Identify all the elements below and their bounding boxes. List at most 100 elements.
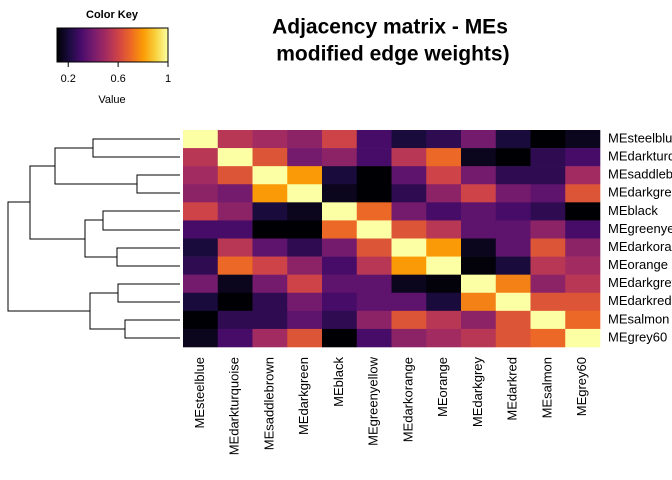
cell <box>391 238 427 257</box>
column-label: MEorange <box>435 357 450 417</box>
cell <box>252 256 288 275</box>
key-title: Color Key <box>86 9 139 21</box>
cell <box>461 166 497 185</box>
cell <box>461 238 497 257</box>
cell <box>356 166 392 185</box>
cell <box>565 202 601 221</box>
cell <box>287 292 323 312</box>
cell <box>391 328 427 348</box>
cell <box>252 220 288 239</box>
cell <box>322 328 358 348</box>
cell <box>322 148 358 167</box>
cell <box>391 220 427 239</box>
column-label: MEdarkred <box>505 357 520 421</box>
cell <box>322 202 358 221</box>
key-label: Value <box>98 94 125 106</box>
cell <box>461 148 497 167</box>
chart-title: modified edge weights) <box>270 43 509 66</box>
row-label: MEdarkorange <box>608 239 672 254</box>
cell <box>565 130 601 149</box>
cell <box>252 148 288 167</box>
row-label: MEsteelblue <box>608 130 672 145</box>
cell <box>356 238 392 257</box>
cell <box>391 310 427 330</box>
cell <box>565 166 601 185</box>
column-label: MEgrey60 <box>574 357 589 416</box>
cell <box>495 148 531 167</box>
cell <box>495 202 531 221</box>
cell <box>287 184 323 203</box>
cell <box>356 202 392 221</box>
key-tick-label: 1 <box>165 73 171 85</box>
cell <box>391 184 427 203</box>
cell <box>322 166 358 185</box>
color-key <box>56 27 169 63</box>
cell <box>183 166 219 185</box>
cell <box>322 256 358 275</box>
cell <box>391 202 427 221</box>
column-label: MEsteelblue <box>192 357 207 429</box>
cell <box>356 328 392 348</box>
cell <box>530 130 566 149</box>
cell <box>322 184 358 203</box>
cell <box>217 148 253 167</box>
cell <box>183 328 219 348</box>
column-label: MEblack <box>331 357 346 407</box>
cell <box>495 292 531 312</box>
column-label: MEdarkturquoise <box>227 357 242 455</box>
cell <box>183 202 219 221</box>
cell <box>495 274 531 294</box>
cell <box>287 238 323 257</box>
cell <box>183 238 219 257</box>
cell <box>530 256 566 275</box>
cell <box>461 310 497 330</box>
cell <box>461 184 497 203</box>
cell <box>183 184 219 203</box>
cell <box>565 292 601 312</box>
row-label: MEsaddlebrown <box>608 167 672 182</box>
cell <box>217 274 253 294</box>
row-label: MEdarkturquoise <box>608 149 672 164</box>
cell <box>183 220 219 239</box>
cell <box>183 148 219 167</box>
cell <box>530 166 566 185</box>
cell <box>252 292 288 312</box>
cell <box>565 148 601 167</box>
cell <box>530 274 566 294</box>
cell <box>426 184 462 203</box>
cell <box>461 202 497 221</box>
cell <box>322 292 358 312</box>
cell <box>426 130 462 149</box>
cell <box>426 202 462 221</box>
cell <box>322 238 358 257</box>
cell <box>565 220 601 239</box>
cell <box>565 274 601 294</box>
cell <box>356 256 392 275</box>
row-label: MEorange <box>608 257 668 272</box>
cell <box>183 274 219 294</box>
column-label: MEdarkorange <box>400 357 415 442</box>
cell <box>495 310 531 330</box>
cell <box>461 130 497 149</box>
column-label: MEgreenyellow <box>366 356 381 445</box>
cell <box>217 328 253 348</box>
cell <box>391 148 427 167</box>
cell <box>495 184 531 203</box>
cell <box>356 130 392 149</box>
column-label: MEsalmon <box>539 357 554 418</box>
chart-title: Adjacency matrix - MEs <box>272 16 508 39</box>
cell <box>217 292 253 312</box>
cell <box>356 148 392 167</box>
column-label: MEsaddlebrown <box>261 357 276 450</box>
cell <box>461 292 497 312</box>
cell <box>495 130 531 149</box>
cell <box>530 148 566 167</box>
cell <box>183 310 219 330</box>
cell <box>495 256 531 275</box>
cell <box>426 148 462 167</box>
cell <box>322 274 358 294</box>
column-label: MEdarkgrey <box>470 357 485 428</box>
key-tick-label: 0.2 <box>61 73 76 85</box>
cell <box>426 292 462 312</box>
